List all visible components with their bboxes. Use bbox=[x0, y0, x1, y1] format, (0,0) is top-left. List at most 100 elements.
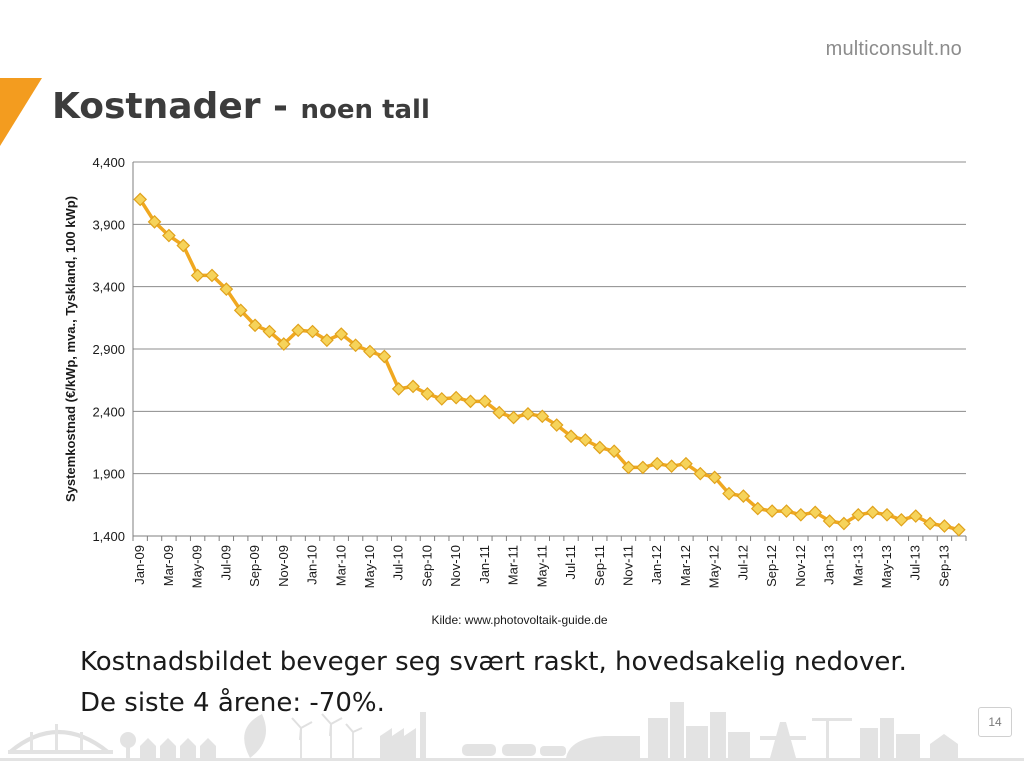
x-tick-label: Nov-11 bbox=[620, 545, 635, 586]
y-tick-label: 1,900 bbox=[92, 467, 125, 482]
data-point bbox=[636, 460, 650, 475]
x-tick-label: Sep-09 bbox=[247, 545, 262, 587]
data-point bbox=[650, 456, 665, 471]
y-tick-label: 1,400 bbox=[92, 529, 125, 544]
data-point bbox=[779, 504, 794, 518]
data-point bbox=[190, 268, 205, 283]
x-tick-label: Mar-09 bbox=[161, 545, 176, 586]
data-point bbox=[592, 440, 607, 455]
data-point bbox=[951, 522, 966, 537]
data-point bbox=[219, 282, 234, 297]
data-point bbox=[291, 323, 306, 338]
x-tick-label: Jul-12 bbox=[735, 545, 750, 580]
title-separator: - bbox=[260, 86, 301, 127]
data-point bbox=[880, 507, 894, 522]
data-point bbox=[248, 318, 262, 333]
y-tick-label: 3,400 bbox=[92, 280, 125, 295]
data-point bbox=[233, 303, 248, 318]
data-point bbox=[765, 504, 779, 518]
data-point bbox=[449, 390, 463, 405]
data-point bbox=[492, 405, 507, 420]
data-point bbox=[621, 460, 636, 475]
x-tick-label: Jan-09 bbox=[132, 545, 147, 585]
data-point bbox=[750, 501, 765, 516]
data-point bbox=[162, 228, 176, 243]
x-tick-label: Sep-10 bbox=[419, 545, 434, 587]
x-tick-label: Mar-12 bbox=[678, 545, 693, 586]
data-point bbox=[722, 486, 736, 501]
x-tick-label: Jan-12 bbox=[649, 545, 664, 585]
data-point bbox=[377, 349, 392, 364]
x-tick-label: Mar-11 bbox=[506, 545, 521, 585]
data-point bbox=[262, 324, 277, 339]
data-point bbox=[348, 338, 363, 353]
data-point bbox=[664, 459, 679, 474]
series-line bbox=[138, 198, 960, 532]
data-point bbox=[822, 514, 837, 528]
x-tick-label: Sep-11 bbox=[592, 545, 607, 586]
data-point bbox=[908, 509, 923, 523]
x-tick-label: Mar-13 bbox=[850, 545, 865, 586]
data-point bbox=[837, 516, 851, 531]
title-sub: noen tall bbox=[300, 95, 430, 125]
x-tick-label: May-11 bbox=[534, 545, 549, 587]
skyline-illustration bbox=[0, 702, 1024, 761]
page-number: 14 bbox=[978, 707, 1012, 737]
x-tick-label: Jul-09 bbox=[218, 545, 233, 580]
chart-source: Kilde: www.photovoltaik-guide.de bbox=[431, 613, 607, 627]
data-point bbox=[937, 519, 952, 533]
y-tick-label: 2,400 bbox=[92, 404, 125, 419]
data-point bbox=[133, 192, 148, 207]
data-point bbox=[147, 214, 162, 229]
data-point bbox=[535, 409, 550, 424]
data-point bbox=[793, 507, 808, 522]
data-point bbox=[521, 406, 535, 421]
caption-line-1: Kostnadsbildet beveger seg svært raskt, … bbox=[80, 647, 907, 677]
brand-logo-text[interactable]: multiconsult.no bbox=[825, 38, 962, 60]
accent-triangle bbox=[0, 78, 42, 146]
data-point bbox=[865, 505, 880, 520]
x-tick-label: Jul-10 bbox=[391, 545, 406, 580]
data-point bbox=[276, 337, 291, 351]
data-point bbox=[305, 324, 320, 339]
data-point bbox=[463, 394, 478, 409]
data-point bbox=[205, 268, 219, 283]
x-tick-label: Jan-13 bbox=[822, 545, 837, 585]
data-point bbox=[679, 456, 693, 471]
x-tick-label: Nov-09 bbox=[276, 545, 291, 587]
x-tick-label: Sep-12 bbox=[764, 545, 779, 587]
y-axis-title: Systemkostnad (€/kWp, mva., Tyskland, 10… bbox=[63, 196, 78, 502]
data-point bbox=[176, 238, 191, 253]
data-point bbox=[578, 433, 593, 447]
x-tick-label: May-12 bbox=[707, 545, 722, 588]
data-point bbox=[808, 505, 823, 520]
data-point bbox=[334, 327, 349, 341]
caption-line-2: De siste 4 årene: -70%. bbox=[80, 688, 385, 718]
data-point bbox=[851, 507, 866, 522]
x-tick-label: Nov-12 bbox=[793, 545, 808, 587]
data-point bbox=[420, 387, 435, 401]
data-point bbox=[506, 410, 521, 425]
chart-grid bbox=[133, 161, 966, 537]
chart-axes bbox=[132, 162, 967, 541]
data-point bbox=[434, 392, 449, 406]
x-tick-label: Nov-10 bbox=[448, 545, 463, 587]
x-tick-label: Sep-13 bbox=[936, 545, 951, 587]
y-tick-label: 4,400 bbox=[92, 155, 125, 170]
data-point bbox=[478, 394, 492, 409]
chart-series bbox=[133, 192, 966, 537]
x-tick-label: May-10 bbox=[362, 545, 377, 588]
data-point bbox=[363, 344, 377, 359]
x-tick-label: Jul-13 bbox=[908, 545, 923, 580]
data-point bbox=[693, 466, 708, 481]
cost-line-chart: 1,400 1,900 2,400 2,900 3,400 3,900 4,400 Jan-0… bbox=[63, 155, 967, 627]
data-point bbox=[894, 512, 909, 527]
data-point bbox=[549, 418, 564, 432]
y-tick-label: 2,900 bbox=[92, 342, 125, 357]
x-tick-label: Jan-10 bbox=[305, 545, 320, 585]
data-point bbox=[391, 382, 406, 396]
x-tick-label: Jul-11 bbox=[563, 545, 578, 579]
data-point bbox=[406, 379, 420, 394]
data-point bbox=[320, 333, 334, 348]
data-point bbox=[564, 429, 578, 444]
